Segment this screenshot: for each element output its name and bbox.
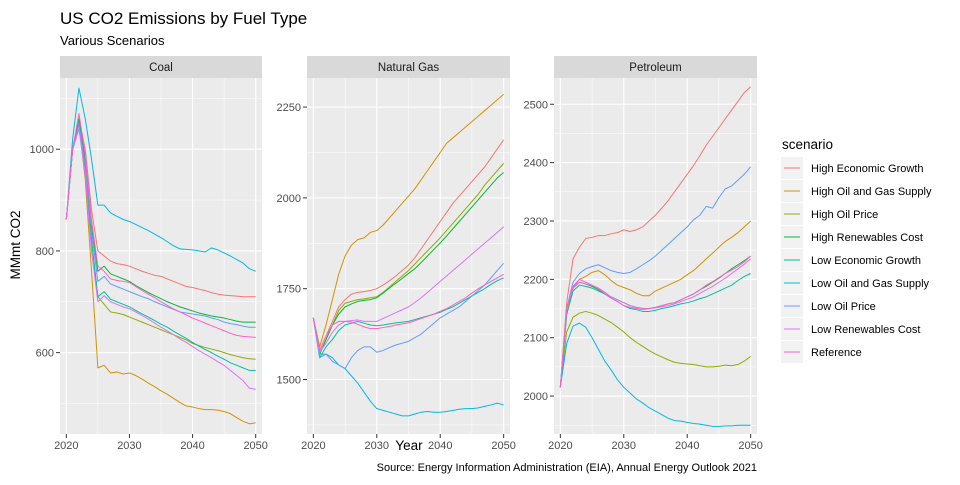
series-line-petroleum-low-oil-price xyxy=(559,166,752,388)
legend-item-low-oil-and-gas-supply: Low Oil and Gas Supply xyxy=(781,272,930,294)
legend-item-low-economic-growth: Low Economic Growth xyxy=(781,249,921,271)
facet-coal: Coal 2020 2030 2040 2050 600 800 1000 xyxy=(30,56,268,452)
y-tick-label: 800 xyxy=(36,246,54,258)
legend-label: Low Oil and Gas Supply xyxy=(811,278,930,290)
y-tick-label: 1500 xyxy=(277,375,301,387)
chart-caption: Source: Energy Information Administratio… xyxy=(377,462,757,474)
series-line-natural-gas-high-renewables-cost xyxy=(312,172,504,355)
legend-item-high-oil-price: High Oil Price xyxy=(781,203,878,225)
series-line-coal-low-oil-price xyxy=(65,123,256,328)
legend-label: High Oil Price xyxy=(811,209,878,221)
series-line-coal-high-oil-and-gas-supply xyxy=(65,123,256,425)
x-tick-label: 2050 xyxy=(243,440,267,452)
legend-item-reference: Reference xyxy=(781,341,862,363)
series-line-petroleum-high-economic-growth xyxy=(559,86,751,388)
y-tick-label: 1000 xyxy=(30,144,54,156)
chart-title: US CO2 Emissions by Fuel Type xyxy=(60,9,307,28)
legend-label: High Economic Growth xyxy=(811,163,924,175)
x-tick-label: 2040 xyxy=(675,440,699,452)
legend-item-high-renewables-cost: High Renewables Cost xyxy=(781,226,923,248)
facet-strip xyxy=(307,56,510,78)
legend-item-low-renewables-cost: Low Renewables Cost xyxy=(781,318,920,340)
series-line-petroleum-high-oil-and-gas-supply xyxy=(559,220,751,388)
series-line-petroleum-reference xyxy=(559,255,751,388)
x-axis-title: Year xyxy=(395,438,423,453)
series-line-coal-high-renewables-cost xyxy=(65,118,256,323)
y-tick-label: 2400 xyxy=(524,158,548,170)
facet-strip xyxy=(60,56,262,78)
series-line-petroleum-low-economic-growth xyxy=(559,273,751,388)
y-tick-label: 2000 xyxy=(524,391,548,403)
legend-item-low-oil-price: Low Oil Price xyxy=(781,295,876,317)
x-tick-label: 2020 xyxy=(548,440,572,452)
facet-petroleum: Petroleum 2020 2030 2040 2050 2000 2100 2200 230… xyxy=(524,56,763,452)
legend: scenario High Economic Growth High Oil an… xyxy=(781,137,932,363)
legend-label: Reference xyxy=(811,347,862,359)
y-axis-title: MMmt CO2 xyxy=(8,211,23,280)
y-tick-label: 2300 xyxy=(524,216,548,228)
x-tick-label: 2030 xyxy=(365,440,389,452)
series-line-natural-gas-high-oil-and-gas-supply xyxy=(312,93,504,348)
legend-item-high-economic-growth: High Economic Growth xyxy=(781,157,924,179)
x-tick-label: 2040 xyxy=(428,440,452,452)
y-tick-label: 2200 xyxy=(524,274,548,286)
x-tick-label: 2020 xyxy=(54,440,78,452)
series-line-natural-gas-low-oil-price xyxy=(312,262,505,370)
series-line-coal-low-economic-growth xyxy=(65,128,256,371)
facet-strip-label: Coal xyxy=(149,62,173,74)
chart-subtitle: Various Scenarios xyxy=(60,33,165,48)
series-line-coal-low-oil-and-gas-supply xyxy=(65,87,256,272)
y-tick-label: 600 xyxy=(36,348,54,360)
legend-item-high-oil-and-gas-supply: High Oil and Gas Supply xyxy=(781,180,932,202)
series-line-coal-reference xyxy=(65,113,256,338)
series-line-natural-gas-reference xyxy=(312,273,504,351)
x-tick-label: 2050 xyxy=(738,440,762,452)
y-tick-label: 2000 xyxy=(277,193,301,205)
facet-strip xyxy=(554,56,757,78)
series-line-natural-gas-high-oil-price xyxy=(312,163,505,355)
x-tick-label: 2050 xyxy=(491,440,515,452)
legend-label: Low Renewables Cost xyxy=(811,324,920,336)
y-tick-label: 2500 xyxy=(524,99,548,111)
y-tick-label: 2100 xyxy=(524,333,548,345)
series-line-petroleum-low-oil-and-gas-supply xyxy=(559,322,751,427)
y-tick-label: 2250 xyxy=(277,102,301,114)
legend-label: Low Oil Price xyxy=(811,301,876,313)
facet-strip-label: Natural Gas xyxy=(378,62,440,74)
x-tick-label: 2030 xyxy=(117,440,141,452)
legend-label: Low Economic Growth xyxy=(811,255,921,267)
x-tick-label: 2040 xyxy=(180,440,204,452)
legend-title: scenario xyxy=(782,137,833,152)
series-line-coal-high-economic-growth xyxy=(65,118,256,298)
legend-label: High Oil and Gas Supply xyxy=(811,186,932,198)
x-tick-label: 2020 xyxy=(301,440,325,452)
facet-strip-label: Petroleum xyxy=(629,62,681,74)
facet-panels: Coal 2020 2030 2040 2050 600 800 1000 Natural Ga… xyxy=(30,56,763,452)
series-line-petroleum-high-oil-price xyxy=(559,310,751,388)
y-tick-label: 1750 xyxy=(277,284,301,296)
legend-label: High Renewables Cost xyxy=(811,232,923,244)
facet-natural-gas: Natural Gas 2020 2030 2040 2050 1500 1750 2000 2… xyxy=(277,56,516,452)
series-line-natural-gas-high-economic-growth xyxy=(312,139,505,351)
x-tick-label: 2030 xyxy=(612,440,636,452)
series-line-coal-low-renewables-cost xyxy=(65,128,256,390)
